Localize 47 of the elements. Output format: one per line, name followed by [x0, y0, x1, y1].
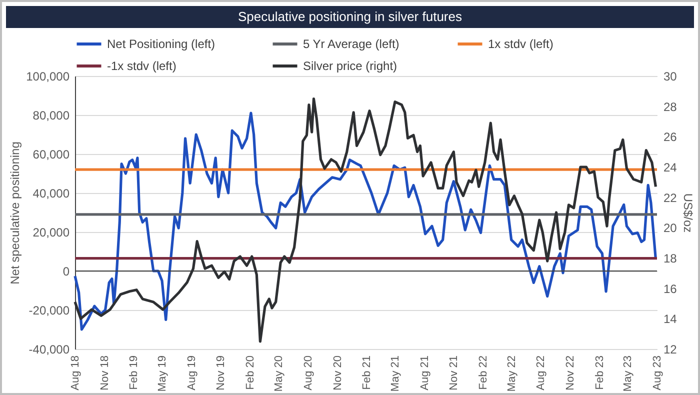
y2-tick-label: 30: [664, 70, 678, 84]
legend-label: -1x stdv (left): [107, 59, 176, 73]
y2-tick-label: 16: [664, 282, 678, 296]
y-tick-label: 100,000: [26, 70, 70, 84]
x-tick-label: May 19: [156, 356, 169, 392]
y-tick-label: 60,000: [32, 148, 70, 162]
x-tick-label: May 22: [506, 356, 518, 392]
legend-label: 5 Yr Average (left): [303, 37, 400, 51]
x-tick-label: Nov 18: [98, 356, 111, 390]
x-tick-label: Feb 19: [128, 356, 140, 390]
y-tick-label: -20,000: [28, 304, 70, 318]
y-tick-label: 40,000: [32, 186, 70, 200]
x-tick-label: Aug 19: [186, 356, 198, 390]
x-tick-label: Nov 22: [564, 356, 576, 390]
legend-label: 1x stdv (left): [488, 37, 554, 51]
y-tick-label: 20,000: [32, 226, 70, 240]
y2-tick-label: 12: [664, 342, 678, 356]
y-tick-label: -40,000: [28, 342, 70, 356]
x-tick-label: Feb 22: [477, 356, 490, 390]
x-tick-label: Feb 21: [361, 356, 374, 390]
x-tick-label: Aug 21: [418, 356, 431, 390]
y-axis-title: Net speculative positioning: [8, 142, 22, 284]
y-tick-label: 0: [62, 264, 70, 278]
x-tick-label: May 23: [622, 356, 634, 392]
y2-tick-label: 14: [664, 312, 678, 326]
x-tick-label: Aug 22: [535, 356, 548, 390]
y2-tick-label: 26: [664, 130, 678, 144]
y-tick-label: 80,000: [32, 108, 70, 122]
chart-title: Speculative positioning in silver futures: [6, 6, 694, 28]
y2-tick-label: 18: [664, 252, 678, 266]
x-tick-label: Nov 21: [448, 356, 460, 390]
x-tick-label: Feb 23: [594, 356, 606, 390]
x-tick-label: Aug 18: [70, 356, 82, 390]
y2-tick-label: 20: [664, 221, 678, 236]
x-tick-label: May 20: [273, 356, 286, 392]
legend-label: Silver price (right): [303, 59, 398, 73]
y2-tick-label: 22: [664, 190, 678, 205]
x-tick-label: Nov 19: [215, 356, 228, 390]
x-tick-label: Nov 20: [332, 356, 344, 390]
y2-tick-label: 24: [664, 160, 678, 174]
x-tick-label: Aug 23: [652, 356, 664, 390]
legend-label: Net Positioning (left): [107, 37, 216, 51]
y2-axis-title: US$/oz: [680, 193, 695, 233]
y2-tick-label: 28: [664, 100, 678, 114]
x-tick-label: May 21: [390, 356, 402, 392]
x-tick-label: Feb 20: [244, 356, 256, 390]
x-tick-label: Aug 20: [302, 356, 314, 390]
